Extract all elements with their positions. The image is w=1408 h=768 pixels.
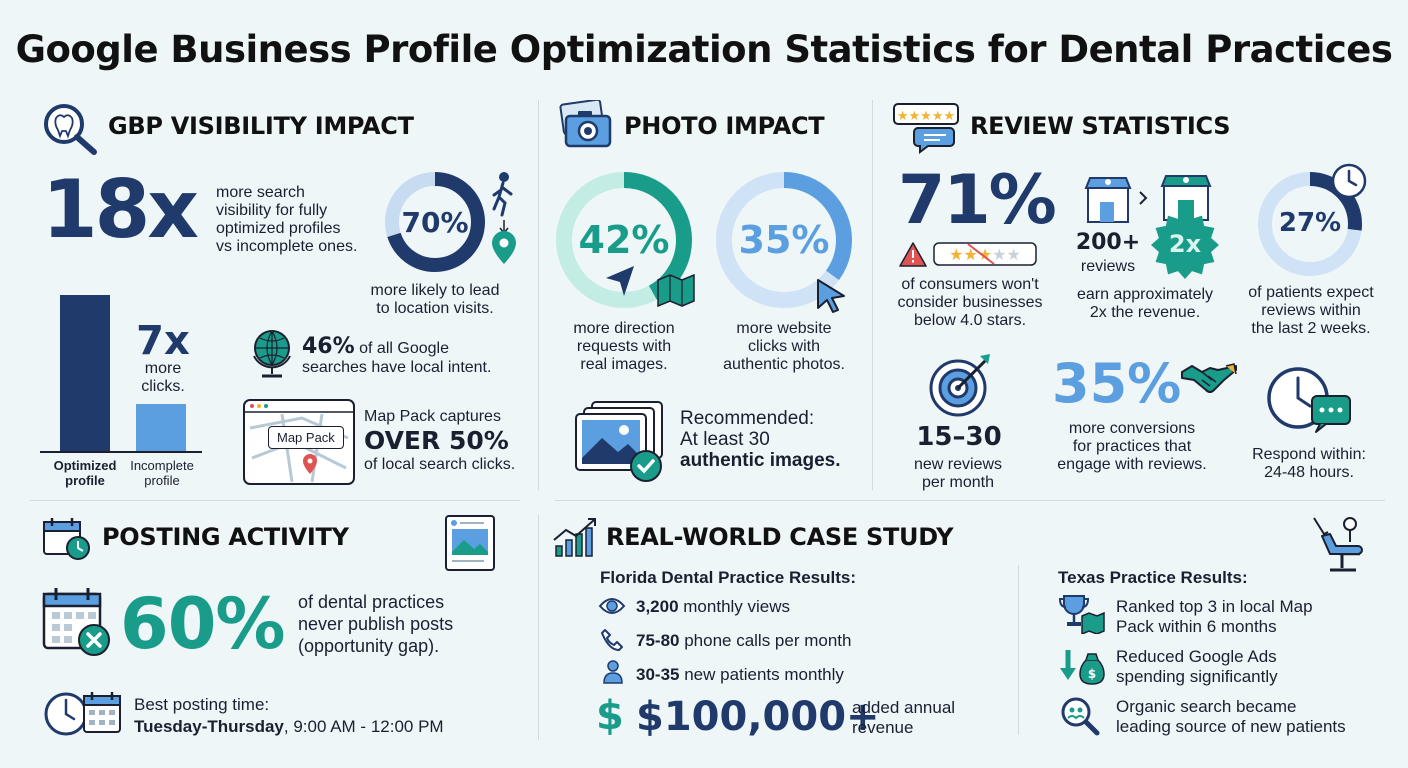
handshake-icon <box>1180 360 1238 400</box>
map-pack-browser-icon: Map Pack <box>242 398 356 486</box>
person-icon <box>602 660 624 684</box>
local-intent-desc-2: searches have local intent. <box>302 359 492 376</box>
stat-2x-desc: earn approximately 2x the revenue. <box>1076 286 1214 321</box>
badge-2x: 2x <box>1150 210 1220 280</box>
local-intent-desc-1: of all Google <box>359 340 449 357</box>
dental-chair-icon <box>1306 516 1368 576</box>
fl-calls: 75-80 phone calls per month <box>636 631 852 650</box>
donut-27: 27% <box>1256 170 1364 278</box>
posting-heading: POSTING ACTIVITY <box>102 523 349 551</box>
stat-18x-desc: more search visibility for fully optimiz… <box>216 184 358 255</box>
donut-42: 42% <box>554 170 694 310</box>
best-time-hours: , 9:00 AM - 12:00 PM <box>283 717 444 736</box>
donut-70-value: 70% <box>401 206 469 239</box>
stat-60-desc: of dental practices never publish posts … <box>298 592 454 656</box>
post-image-icon <box>444 514 496 572</box>
donut-70: 70% <box>383 170 487 274</box>
clock-calendar-icon <box>44 688 124 740</box>
fl-revenue: $100,000+ <box>636 694 880 740</box>
clock-icon-small <box>1330 162 1368 200</box>
warning-stars-icon: ★★★★★ <box>898 240 1040 270</box>
stat-7x-desc: more clicks. <box>141 360 185 395</box>
stat-71-desc: of consumers won't consider businesses b… <box>897 276 1043 329</box>
calendar-clock-icon <box>42 516 92 562</box>
camera-icon <box>556 100 614 150</box>
stat-7x: 7x <box>136 318 190 364</box>
down-money-icon: $ <box>1058 646 1106 686</box>
photo-heading: PHOTO IMPACT <box>624 112 825 140</box>
divider-v1 <box>538 100 539 490</box>
tx-item2: Reduced Google Ads spending significantl… <box>1116 647 1278 686</box>
tx-item1: Ranked top 3 in local Map Pack within 6 … <box>1116 597 1313 636</box>
globe-icon <box>250 326 294 380</box>
dollar-icon: $ <box>596 693 624 739</box>
svg-text:★★★★★: ★★★★★ <box>949 245 1021 264</box>
divider-h-left <box>30 500 520 501</box>
bar-optimized-label: Optimized profile <box>53 458 117 488</box>
svg-text:★★★★★: ★★★★★ <box>897 109 955 124</box>
respond-desc: Respond within: 24-48 hours. <box>1252 446 1366 481</box>
donut-35-value: 35% <box>738 218 830 262</box>
donut-35-desc: more website clicks with authentic photo… <box>723 320 845 373</box>
calendar-x-icon <box>40 586 112 658</box>
stat-18x: 18x <box>42 163 199 256</box>
storefront-growth-icon <box>1084 172 1214 228</box>
visibility-heading: GBP VISIBILITY IMPACT <box>108 112 414 140</box>
stat-15-30: 15–30 <box>916 422 1002 452</box>
donut-35: 35% <box>714 170 854 310</box>
donut-27-value: 27% <box>1278 208 1342 238</box>
bar-chart-baseline <box>40 451 202 453</box>
recommended-text: Recommended: At least 30 authentic image… <box>680 408 841 471</box>
texas-title: Texas Practice Results: <box>1058 568 1248 587</box>
bar-incomplete-label: Incomplete profile <box>130 458 194 488</box>
stat-60: 60% <box>120 583 286 665</box>
walking-person-icon <box>489 170 519 266</box>
stat-71: 71% <box>898 161 1057 240</box>
target-icon <box>928 350 998 420</box>
map-pack-tag: Map Pack <box>268 426 344 449</box>
stat-35-conversions: 35% <box>1052 352 1182 415</box>
donut-42-value: 42% <box>578 218 670 262</box>
bar-incomplete <box>136 404 186 451</box>
bar-optimized <box>60 295 110 451</box>
fl-views: 3,200 monthly views <box>636 597 791 616</box>
local-intent-value: 46% <box>302 334 355 359</box>
badge-2x-value: 2x <box>1168 230 1202 258</box>
divider-v3 <box>538 515 539 740</box>
donut-27-desc: of patients expect reviews within the la… <box>1248 284 1374 337</box>
florida-title: Florida Dental Practice Results: <box>600 568 857 587</box>
best-time-days: Tuesday-Thursday <box>134 717 284 736</box>
review-bubble-icon: ★★★★★ <box>892 102 962 154</box>
eye-icon <box>598 596 626 616</box>
map-pack-stat: Map Pack captures OVER 50% of local sear… <box>364 408 516 473</box>
best-time-text: Best posting time: Tuesday-Thursday, 9:0… <box>134 695 444 736</box>
trophy-map-icon <box>1058 594 1106 634</box>
divider-v2 <box>872 100 873 490</box>
divider-h-right <box>555 500 1385 501</box>
direction-map-icon <box>600 262 700 312</box>
tooth-search-icon <box>42 102 100 156</box>
organic-search-icon <box>1060 696 1100 736</box>
stat-200: 200+ <box>1075 230 1141 255</box>
page-title: Google Business Profile Optimization Sta… <box>15 28 1393 71</box>
cursor-icon <box>814 276 848 316</box>
donut-42-desc: more direction requests with real images… <box>573 320 675 373</box>
growth-chart-icon <box>552 516 598 560</box>
svg-text:$: $ <box>1088 667 1096 681</box>
stat-15-30-desc: new reviews per month <box>913 456 1003 491</box>
photo-stack-icon <box>574 398 670 488</box>
divider-v4 <box>1018 565 1019 735</box>
reviews-heading: REVIEW STATISTICS <box>970 112 1231 140</box>
stat-35-conversions-desc: more conversions for practices that enga… <box>1057 420 1207 473</box>
phone-icon <box>600 628 624 652</box>
donut-70-desc: more likely to lead to location visits. <box>370 282 500 317</box>
stat-200-sub: reviews <box>1080 258 1136 275</box>
clock-chat-icon <box>1266 364 1356 436</box>
local-intent-stat: 46% of all Google searches have local in… <box>302 334 532 377</box>
case-study-heading: REAL-WORLD CASE STUDY <box>606 523 954 551</box>
tx-item3: Organic search became leading source of … <box>1116 697 1346 736</box>
fl-patients: 30-35 new patients monthly <box>636 665 844 684</box>
fl-revenue-desc: added annual revenue <box>852 698 956 737</box>
